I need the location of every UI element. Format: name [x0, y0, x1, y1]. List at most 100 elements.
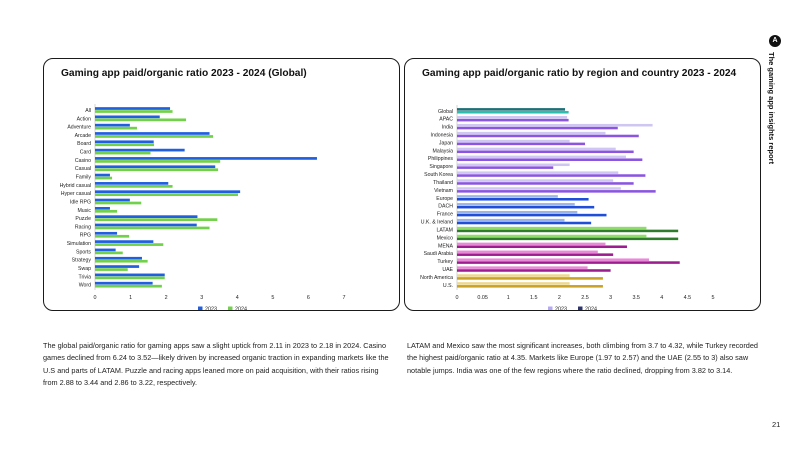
- bar-2024-indonesia: [457, 134, 639, 138]
- category-label-music: Music: [77, 208, 91, 214]
- category-label-europe: Europe: [436, 196, 453, 202]
- bar-2024-casual: [95, 168, 219, 172]
- bar-2023-simulation: [95, 240, 154, 243]
- bar-2024-casino: [95, 160, 221, 163]
- category-label-india: India: [442, 125, 453, 131]
- bar-2023-uae: [457, 266, 588, 269]
- bar-2024-dach: [457, 205, 595, 209]
- bar-2024-swap: [95, 268, 128, 271]
- bar-2023-france: [457, 210, 578, 214]
- bar-2023-saudi-arabia: [457, 250, 598, 254]
- category-label-latam: LATAM: [436, 227, 453, 233]
- bar-2024-action: [95, 118, 187, 122]
- bar-2023-casino: [95, 157, 317, 160]
- category-label-indonesia: Indonesia: [431, 132, 454, 138]
- category-label-board: Board: [77, 141, 91, 147]
- bar-2023-arcade: [95, 132, 210, 135]
- bar-2023-action: [95, 115, 160, 119]
- category-label-global: Global: [438, 109, 453, 115]
- bar-2024-south-korea: [457, 174, 646, 177]
- bar-2023-latam: [457, 226, 647, 230]
- bar-2024-japan: [457, 142, 585, 146]
- x-tick-label: 4: [236, 295, 239, 301]
- x-tick-label: 7: [343, 295, 346, 301]
- region-description: LATAM and Mexico saw the most significan…: [407, 341, 758, 375]
- bar-2023-strategy: [95, 256, 142, 260]
- bar-2024-simulation: [95, 243, 164, 246]
- bar-2023-sports: [95, 248, 116, 252]
- x-tick-label: 3.5: [632, 295, 640, 301]
- category-label-word: Word: [79, 283, 91, 289]
- category-label-action: Action: [77, 116, 92, 122]
- bar-2023-all: [95, 107, 171, 110]
- category-label-idle-rpg: Idle RPG: [70, 199, 91, 205]
- legend-label-2023: 2023: [205, 307, 217, 310]
- category-label-adventure: Adventure: [67, 125, 91, 131]
- bar-2023-idle-rpg: [95, 198, 130, 202]
- bar-2024-arcade: [95, 135, 214, 138]
- category-label-simulation: Simulation: [67, 241, 91, 247]
- x-tick-label: 2: [558, 295, 561, 301]
- bar-2023-card: [95, 148, 185, 152]
- bar-2024-singapore: [457, 166, 554, 169]
- report-title: The gaming app insights report: [767, 52, 776, 165]
- report-sidebar: A The gaming app insights report: [767, 35, 784, 165]
- category-label-casual: Casual: [75, 166, 91, 172]
- category-label-u-k-ireland: U.K. & Ireland: [421, 220, 453, 226]
- category-label-north-america: North America: [420, 275, 453, 281]
- bar-2023-indonesia: [457, 131, 606, 135]
- bar-2024-racing: [95, 226, 210, 230]
- x-tick-label: 0.05: [477, 295, 488, 301]
- legend-swatch-2023: [548, 306, 553, 310]
- bar-2024-europe: [457, 198, 589, 201]
- category-label-trivia: Trivia: [79, 274, 92, 280]
- bar-2023-u-k-ireland: [457, 218, 565, 222]
- bar-2023-global: [457, 108, 566, 111]
- global-chart-panel: Gaming app paid/organic ratio 2023 - 202…: [43, 58, 400, 311]
- bar-2023-thailand: [457, 179, 614, 182]
- bar-2023-japan: [457, 139, 570, 143]
- bar-2023-north-america: [457, 274, 570, 277]
- bar-2024-turkey: [457, 261, 680, 264]
- bar-2024-u-k-ireland: [457, 221, 592, 225]
- category-label-turkey: Turkey: [437, 259, 453, 265]
- bar-2024-sports: [95, 251, 123, 255]
- x-tick-label: 0: [94, 295, 97, 301]
- legend-swatch-2023: [198, 306, 203, 310]
- category-label-hybrid-casual: Hybrid casual: [60, 183, 91, 189]
- global-description: The global paid/organic ratio for gaming…: [43, 341, 389, 388]
- category-label-u-s: U.S.: [443, 283, 453, 289]
- category-label-uae: UAE: [442, 267, 453, 273]
- category-label-japan: Japan: [439, 140, 453, 146]
- bar-2024-vietnam: [457, 190, 656, 193]
- bar-2023-apac: [457, 116, 568, 119]
- bar-2024-mexico: [457, 237, 679, 241]
- category-label-philippines: Philippines: [428, 156, 453, 162]
- bar-2023-mexico: [457, 234, 647, 238]
- legend-label-2023: 2023: [555, 307, 567, 310]
- category-label-malaysia: Malaysia: [433, 148, 454, 154]
- category-label-vietnam: Vietnam: [434, 188, 453, 194]
- category-label-swap: Swap: [78, 266, 91, 272]
- category-label-arcade: Arcade: [75, 133, 92, 139]
- region-chart-panel: Gaming app paid/organic ratio by region …: [404, 58, 761, 311]
- bar-2023-u-s: [457, 282, 570, 285]
- bar-2023-trivia: [95, 273, 165, 277]
- category-label-mena: MENA: [438, 243, 454, 249]
- category-label-singapore: Singapore: [429, 164, 453, 170]
- category-label-apac: APAC: [439, 117, 453, 123]
- bar-2023-swap: [95, 265, 140, 268]
- x-tick-label: 5: [271, 295, 274, 301]
- x-tick-label: 1: [129, 295, 132, 301]
- category-label-family: Family: [76, 175, 92, 181]
- bar-2024-adventure: [95, 126, 137, 130]
- bar-2023-turkey: [457, 258, 649, 262]
- bar-2024-music: [95, 209, 118, 213]
- bar-2024-france: [457, 213, 607, 217]
- bar-2024-strategy: [95, 259, 148, 263]
- x-tick-label: 3: [200, 295, 203, 301]
- x-tick-label: 4: [660, 295, 663, 301]
- bar-2023-family: [95, 173, 110, 177]
- legend-label-2024: 2024: [585, 307, 597, 310]
